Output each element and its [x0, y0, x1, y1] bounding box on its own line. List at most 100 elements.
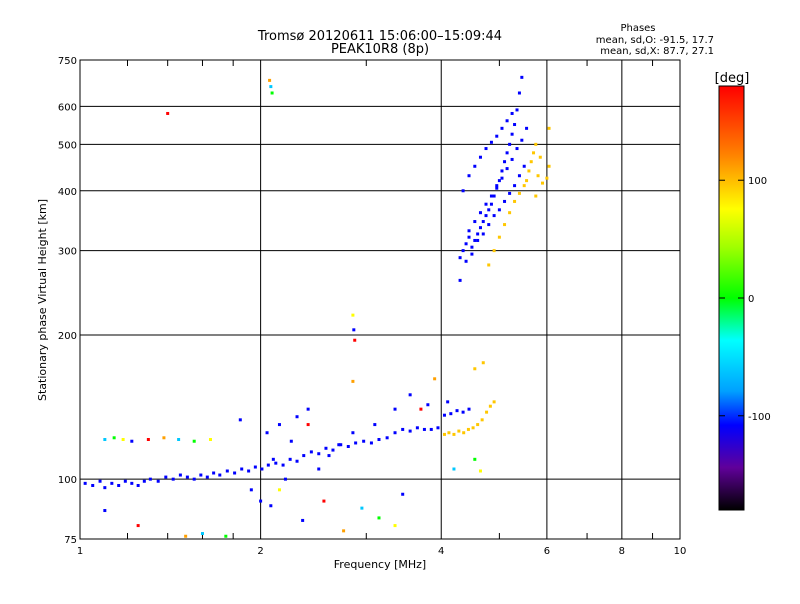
- data-point-o: [289, 439, 293, 443]
- data-point-x: [485, 410, 489, 414]
- data-point-scattered: [377, 516, 381, 520]
- data-point-o: [309, 450, 313, 454]
- data-point-scattered: [136, 524, 140, 528]
- data-point-o: [302, 454, 306, 458]
- data-point-o: [467, 174, 471, 178]
- phases-heading: Phases: [620, 23, 655, 34]
- data-point-o: [503, 160, 507, 164]
- data-point-x: [547, 164, 551, 168]
- data-point-scattered: [184, 534, 188, 538]
- data-point-o: [393, 407, 397, 411]
- colorbar-tick-label: -100: [748, 412, 771, 423]
- data-point-o: [295, 459, 299, 463]
- data-point-o: [295, 415, 299, 419]
- data-point-x: [503, 223, 507, 227]
- data-point-o: [259, 499, 263, 503]
- data-point-o: [505, 167, 509, 171]
- data-point-o: [449, 412, 453, 416]
- data-point-o: [247, 469, 251, 473]
- y-tick-label: 300: [58, 247, 77, 258]
- data-point-o: [458, 278, 462, 282]
- data-point-o: [91, 483, 95, 487]
- data-point-o: [317, 452, 321, 456]
- data-point-scattered: [238, 418, 242, 422]
- data-point-scattered: [360, 506, 364, 510]
- colorbar-tick-label: 0: [748, 294, 754, 305]
- data-point-x: [541, 181, 545, 185]
- data-point-o: [269, 504, 273, 508]
- data-point-o: [266, 463, 270, 467]
- x-tick-label: 4: [438, 546, 444, 557]
- data-point-o: [508, 142, 512, 146]
- data-point-x: [522, 184, 526, 188]
- data-point-o: [178, 473, 182, 477]
- data-point-scattered: [200, 532, 204, 536]
- data-point-scattered: [103, 438, 107, 442]
- data-point-o: [199, 473, 203, 477]
- data-point-o: [505, 119, 509, 123]
- data-point-x: [462, 431, 466, 435]
- data-point-x: [457, 429, 461, 433]
- data-point-o: [408, 393, 412, 397]
- x-tick-label: 10: [674, 546, 687, 557]
- data-point-o: [478, 155, 482, 159]
- data-point-o: [436, 426, 440, 430]
- data-point-o: [484, 202, 488, 206]
- data-point-o: [171, 477, 175, 481]
- data-point-o: [495, 184, 499, 188]
- data-point-o: [164, 475, 168, 479]
- data-point-scattered: [352, 328, 356, 332]
- colorbar-ticks: 100 0 -100: [719, 176, 771, 423]
- data-point-o: [481, 232, 485, 236]
- grid-lines: [80, 60, 680, 539]
- data-point-o: [123, 479, 127, 483]
- data-point-o: [500, 169, 504, 173]
- data-point-x: [508, 211, 512, 215]
- data-point-o: [500, 176, 504, 180]
- data-point-o: [83, 481, 87, 485]
- x-axis-label: Frequency [MHz]: [334, 558, 426, 571]
- data-point-o: [324, 446, 328, 450]
- data-point-o: [489, 202, 493, 206]
- data-point-o: [283, 477, 287, 481]
- data-point-o: [464, 242, 468, 246]
- data-point-scattered: [478, 469, 482, 473]
- data-point-scattered: [269, 85, 273, 89]
- data-point-o: [260, 467, 264, 471]
- data-point-o: [148, 477, 152, 481]
- data-point-o: [249, 488, 253, 492]
- data-point-o: [470, 245, 474, 249]
- data-point-scattered: [224, 534, 228, 538]
- data-point-o: [110, 481, 114, 485]
- data-point-o: [487, 223, 491, 227]
- data-point-scattered: [351, 313, 355, 317]
- data-point-o: [240, 467, 244, 471]
- data-point-o: [481, 220, 485, 224]
- data-point-scattered: [473, 457, 477, 461]
- data-point-x: [481, 361, 485, 365]
- data-point-scattered: [177, 438, 181, 442]
- data-point-o: [117, 483, 121, 487]
- data-point-x: [529, 160, 533, 164]
- data-point-o: [495, 186, 499, 190]
- data-point-scattered: [393, 524, 397, 528]
- data-point-o: [205, 475, 209, 479]
- data-point-scattered: [322, 499, 326, 503]
- colorbar-label: [deg]: [715, 71, 750, 86]
- data-point-scattered: [433, 377, 437, 381]
- data-point-o: [515, 108, 519, 112]
- data-point-o: [476, 238, 480, 242]
- data-point-o: [492, 214, 496, 218]
- data-point-o: [385, 436, 389, 440]
- data-point-o: [464, 259, 468, 263]
- data-point-x: [532, 151, 536, 155]
- data-point-o: [415, 426, 419, 430]
- data-point-o: [422, 427, 426, 431]
- data-point-scattered: [419, 407, 423, 411]
- data-point-scattered: [306, 423, 310, 427]
- data-point-o: [505, 151, 509, 155]
- data-point-o: [473, 164, 477, 168]
- data-point-x: [487, 263, 491, 267]
- data-point-o: [327, 454, 331, 458]
- data-point-o: [401, 427, 405, 431]
